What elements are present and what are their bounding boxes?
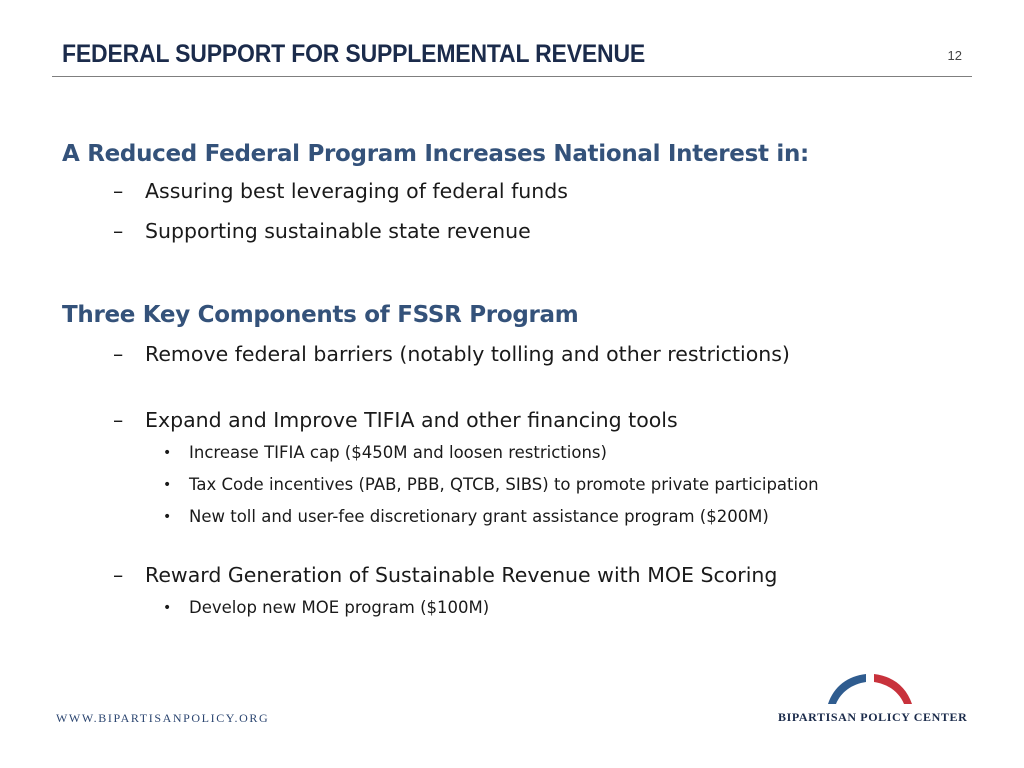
dash-marker: – xyxy=(113,408,124,432)
dash-marker: – xyxy=(113,179,124,203)
dash-marker: – xyxy=(113,219,124,243)
footer-url: WWW.BIPARTISANPOLICY.ORG xyxy=(56,711,270,725)
sub-bullet-text: Tax Code incentives (PAB, PBB, QTCB, SIB… xyxy=(189,475,819,494)
bullet-marker: • xyxy=(163,477,172,493)
bipartisan-policy-center-logo: BIPARTISAN POLICY CENTER xyxy=(776,670,972,726)
bullet-text: Assuring best leveraging of federal fund… xyxy=(145,179,568,203)
bullet-marker: • xyxy=(163,509,172,525)
bullet-text: Reward Generation of Sustainable Revenue… xyxy=(145,563,778,587)
arch-logo-icon xyxy=(828,674,912,704)
slide-content: A Reduced Federal Program Increases Nati… xyxy=(62,138,962,620)
logo-text: BIPARTISAN POLICY CENTER xyxy=(778,710,968,724)
bullet-marker: • xyxy=(163,445,172,461)
bullet-marker: • xyxy=(163,600,172,616)
component-item-moe: – Reward Generation of Sustainable Reven… xyxy=(62,562,962,588)
dash-marker: – xyxy=(113,563,124,587)
sub-bullet-text: New toll and user-fee discretionary gran… xyxy=(189,507,769,526)
page-number: 12 xyxy=(947,48,962,63)
component-item-tifia: – Expand and Improve TIFIA and other fin… xyxy=(62,407,962,433)
sub-bullet-text: Increase TIFIA cap ($450M and loosen res… xyxy=(189,443,607,462)
sub-bullet-item: • Develop new MOE program ($100M) xyxy=(62,596,869,620)
title-divider xyxy=(52,76,972,77)
sub-bullet-item: • Increase TIFIA cap ($450M and loosen r… xyxy=(62,441,869,465)
sub-bullet-item: • New toll and user-fee discretionary gr… xyxy=(62,505,869,529)
bullet-text: Expand and Improve TIFIA and other finan… xyxy=(145,408,678,432)
bullet-item: – Supporting sustainable state revenue xyxy=(62,218,962,244)
dash-marker: – xyxy=(113,342,124,366)
slide-title: FEDERAL SUPPORT FOR SUPPLEMENTAL REVENUE xyxy=(62,40,646,68)
bullet-item: – Assuring best leveraging of federal fu… xyxy=(62,178,962,204)
section-heading-fssr-components: Three Key Components of FSSR Program xyxy=(62,302,579,328)
bullet-text: Remove federal barriers (notably tolling… xyxy=(145,342,790,366)
component-item-barriers: – Remove federal barriers (notably tolli… xyxy=(62,341,962,367)
sub-bullet-item: • Tax Code incentives (PAB, PBB, QTCB, S… xyxy=(62,473,869,497)
bullet-text: Supporting sustainable state revenue xyxy=(145,219,531,243)
sub-bullet-text: Develop new MOE program ($100M) xyxy=(189,598,490,617)
section-heading-national-interest: A Reduced Federal Program Increases Nati… xyxy=(62,141,809,167)
